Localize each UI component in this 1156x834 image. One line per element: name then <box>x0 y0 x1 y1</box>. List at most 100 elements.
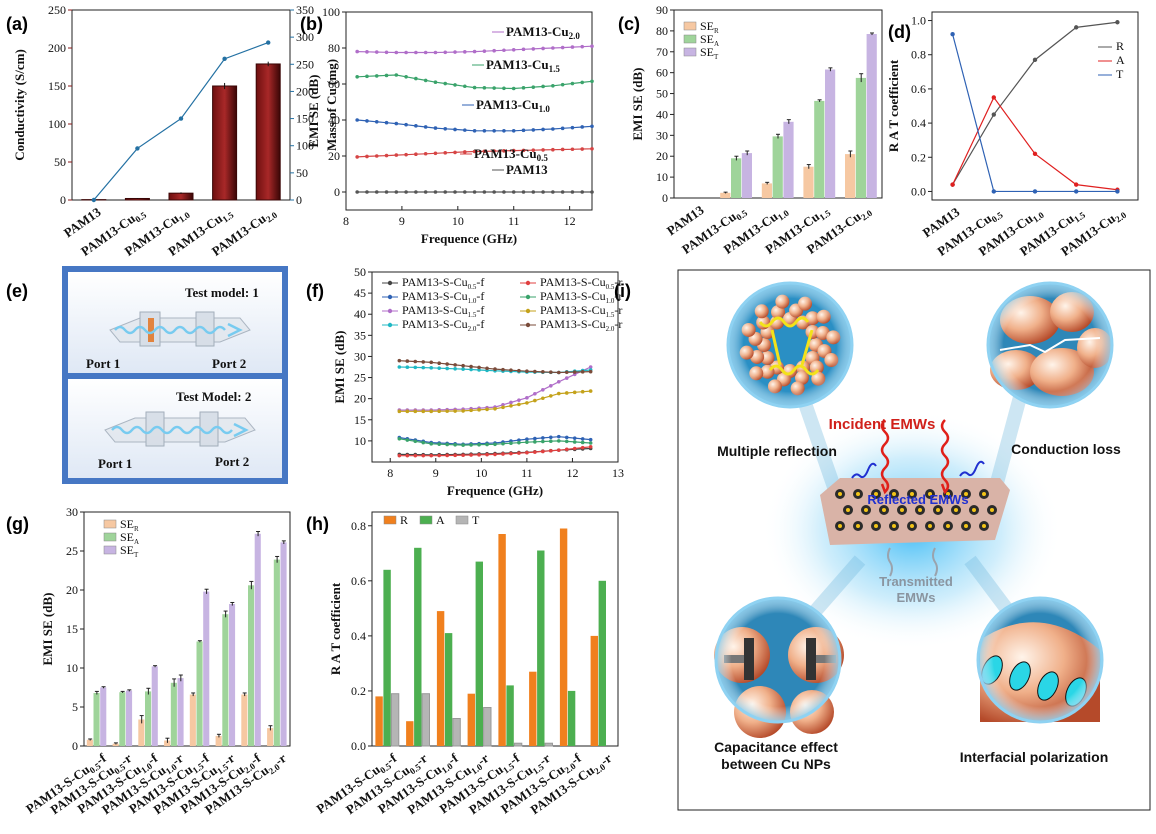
y-tick-label: 350 <box>296 3 314 17</box>
y-tick-label: 60 <box>328 77 340 91</box>
bar <box>537 550 545 746</box>
series-marker <box>355 155 359 159</box>
series-marker <box>365 74 369 79</box>
series-marker <box>1115 189 1120 194</box>
series-marker <box>433 50 438 55</box>
legend-label: PAM13-S-Cu1.0-f <box>402 289 484 305</box>
panel-label-e: (e) <box>6 281 28 301</box>
y-tick-label: 100 <box>322 5 340 19</box>
capacitance-label-2: between Cu NPs <box>721 756 831 772</box>
y-axis-label: R A T coefficient <box>328 582 343 675</box>
series-marker <box>991 189 996 194</box>
series-marker <box>437 442 441 446</box>
y-tick-label: 35 <box>354 328 366 342</box>
y-tick-label: 25 <box>354 371 366 385</box>
series-marker <box>509 404 513 408</box>
series-marker <box>950 32 955 37</box>
wave-icon <box>758 316 810 328</box>
y2-axis-label: Mass of Cu (mg) <box>324 59 339 151</box>
series-marker <box>453 363 457 367</box>
bar <box>467 693 475 746</box>
legend-marker <box>387 308 393 314</box>
bar <box>559 528 568 746</box>
tspan: SE <box>700 32 714 46</box>
series-marker <box>423 190 428 194</box>
y-tick-label: 0.8 <box>911 48 926 62</box>
legend-swatch <box>103 532 117 542</box>
bar <box>100 687 107 746</box>
legend-swatch <box>455 515 469 525</box>
legend-label: R <box>1116 39 1124 53</box>
series-marker <box>590 124 594 129</box>
chart-f: 10 15 20 25 30 35 40 45 50 8 9 10 11 12 13 Frequence (G… <box>332 265 624 498</box>
y-tick-label: 0 <box>60 193 66 207</box>
series-marker <box>365 190 369 194</box>
y-tick-label: 10 <box>66 661 78 675</box>
series-marker <box>531 85 536 89</box>
series-marker <box>437 453 441 458</box>
series-marker <box>445 453 449 458</box>
y-axis-label: R A T coefficient <box>886 59 901 152</box>
series-marker <box>384 120 389 125</box>
series-marker <box>572 370 577 374</box>
series-marker <box>560 126 565 131</box>
series-marker <box>394 73 399 77</box>
series-marker <box>384 190 389 194</box>
series-marker <box>533 450 537 454</box>
bar <box>280 542 287 746</box>
legend-label: T <box>472 513 480 527</box>
series-marker <box>482 190 487 194</box>
bar <box>421 693 431 747</box>
y-tick-label: 10 <box>354 434 366 448</box>
axes-frame <box>345 11 593 211</box>
bar <box>145 691 152 746</box>
y-tick-label: 0.0 <box>351 739 366 753</box>
port-1-label-model-2: Port 1 <box>98 456 132 471</box>
y-tick-label: 30 <box>354 349 366 363</box>
bar <box>452 718 461 747</box>
tspan: 0.5 <box>606 283 615 291</box>
series-marker <box>588 365 593 369</box>
tspan: 1.0 <box>606 297 615 305</box>
core-particle-center <box>946 524 950 528</box>
series-marker <box>374 50 379 54</box>
tspan: 2.0 <box>468 325 477 333</box>
incident-wave-arrow <box>940 419 950 495</box>
series-marker <box>501 402 505 407</box>
x-tick-label: 9 <box>433 466 439 480</box>
series-marker <box>355 75 359 79</box>
series-marker <box>461 453 465 458</box>
series-marker <box>517 451 521 455</box>
series-marker <box>433 126 438 130</box>
legend-label: PAM13-S-Cu0.5-r <box>540 275 622 291</box>
port-1-label-model-1: Port 1 <box>86 356 120 371</box>
core-particle-center <box>982 524 986 528</box>
series-marker <box>394 50 399 55</box>
legend-label: T <box>1116 67 1124 81</box>
series-marker <box>429 360 434 365</box>
series-marker <box>443 190 448 194</box>
series-marker <box>414 152 418 156</box>
tspan: PAM13-S-Cu <box>402 275 468 289</box>
legend-label: PAM13-S-Cu2.0-f <box>402 317 484 333</box>
series-marker <box>541 396 545 401</box>
legend-marker <box>525 280 531 286</box>
series-marker <box>463 128 467 132</box>
series-marker <box>549 370 553 374</box>
series-marker <box>564 447 569 452</box>
series-marker <box>531 47 536 51</box>
series-marker <box>482 86 487 90</box>
series-marker <box>397 365 402 369</box>
series-marker <box>541 436 545 440</box>
bar <box>845 154 856 198</box>
series-marker <box>551 127 555 131</box>
series-marker <box>570 190 575 194</box>
series-marker <box>525 401 529 405</box>
legend-label: SEA <box>700 32 719 48</box>
bar <box>170 682 177 746</box>
bar <box>506 685 514 746</box>
bar <box>138 719 145 746</box>
series-marker <box>404 122 408 127</box>
core-particle-center <box>846 508 850 512</box>
y-tick-label: 40 <box>656 107 668 121</box>
